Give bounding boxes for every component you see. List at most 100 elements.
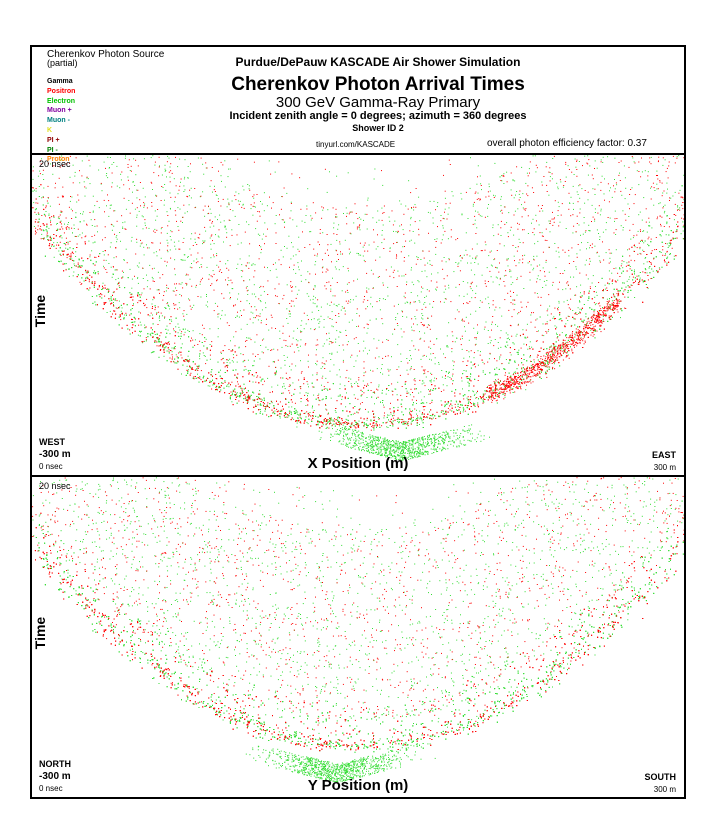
photon-point <box>215 234 216 236</box>
photon-point <box>315 297 316 299</box>
photon-point <box>434 444 436 446</box>
photon-point <box>459 437 460 439</box>
photon-point <box>331 353 333 355</box>
photon-point <box>295 365 297 367</box>
photon-point <box>370 442 372 444</box>
photon-point <box>422 448 424 450</box>
photon-point <box>314 328 316 330</box>
photon-point <box>488 303 490 305</box>
photon-point <box>195 286 197 288</box>
photon-point <box>142 228 144 230</box>
photon-point <box>417 439 419 441</box>
photon-point <box>411 439 413 441</box>
photon-point <box>412 442 414 444</box>
photon-point <box>253 365 255 367</box>
photon-point <box>455 389 457 391</box>
photon-point <box>627 285 629 287</box>
photon-point <box>374 436 376 437</box>
photon-point <box>594 309 596 311</box>
photon-point <box>392 456 394 458</box>
photon-point <box>166 211 168 213</box>
photon-point <box>513 234 515 236</box>
photon-point <box>114 299 116 301</box>
photon-point <box>629 264 630 266</box>
photon-point <box>422 449 424 451</box>
photon-point <box>312 298 314 300</box>
main-title: Cherenkov Photon Arrival Times <box>231 74 525 95</box>
photon-point <box>490 340 492 342</box>
photon-point <box>465 444 467 446</box>
photon-point <box>276 276 278 278</box>
photon-point <box>293 411 295 412</box>
photon-point <box>48 214 50 216</box>
photon-point <box>348 446 349 448</box>
photon-point <box>452 440 454 442</box>
photon-point <box>161 315 163 317</box>
photon-point <box>296 413 298 415</box>
photon-point <box>351 319 353 321</box>
photon-point <box>388 419 389 421</box>
photon-point <box>189 358 191 360</box>
photon-point <box>279 330 281 332</box>
photon-point <box>416 409 417 411</box>
photon-point <box>380 453 382 455</box>
photon-point <box>605 222 607 224</box>
photon-point <box>330 434 332 436</box>
photon-point <box>460 404 462 406</box>
photon-point <box>412 448 414 450</box>
photon-point <box>470 367 472 369</box>
photon-point <box>494 382 496 384</box>
photon-point <box>359 443 361 445</box>
photon-point <box>402 414 404 416</box>
photon-point <box>649 266 651 267</box>
efficiency-factor: overall photon efficiency factor: 0.37 <box>487 138 647 149</box>
photon-point <box>299 412 301 414</box>
photon-point <box>647 243 649 245</box>
photon-point <box>159 341 161 343</box>
photon-point <box>533 258 534 260</box>
photon-point <box>305 405 307 406</box>
photon-point <box>349 253 350 255</box>
photon-point <box>67 248 69 250</box>
photon-point <box>423 441 424 443</box>
photon-point <box>296 426 298 428</box>
photon-point <box>499 277 501 279</box>
photon-point <box>408 449 410 451</box>
photon-point <box>435 433 437 435</box>
photon-point <box>50 163 51 165</box>
photon-point <box>468 351 470 353</box>
photon-point <box>72 248 74 250</box>
photon-point <box>427 317 429 319</box>
photon-point <box>393 230 394 232</box>
photon-point <box>442 449 444 451</box>
photon-point <box>117 277 119 279</box>
photon-point <box>316 374 318 376</box>
photon-point <box>515 247 517 248</box>
photon-point <box>427 442 429 443</box>
photon-point <box>402 459 404 461</box>
photon-point <box>449 438 451 440</box>
photon-point <box>130 321 132 323</box>
photon-point <box>377 440 379 441</box>
photon-point <box>451 410 453 412</box>
photon-point <box>153 351 155 353</box>
photon-point <box>398 455 400 457</box>
photon-point <box>390 413 392 415</box>
photon-point <box>378 453 380 455</box>
photon-point <box>297 347 299 348</box>
photon-point <box>613 288 615 290</box>
photon-point <box>89 256 91 258</box>
photon-point <box>299 414 301 416</box>
photon-point <box>581 295 583 297</box>
photon-point <box>281 346 283 348</box>
photon-point <box>326 427 328 429</box>
photon-point <box>467 432 469 434</box>
photon-point <box>299 421 301 423</box>
photon-point <box>214 185 215 187</box>
photon-point <box>394 455 396 457</box>
photon-point <box>38 221 40 223</box>
photon-point <box>161 174 163 176</box>
photon-point <box>334 433 336 435</box>
photon-point <box>243 398 245 400</box>
photon-point <box>574 158 576 160</box>
